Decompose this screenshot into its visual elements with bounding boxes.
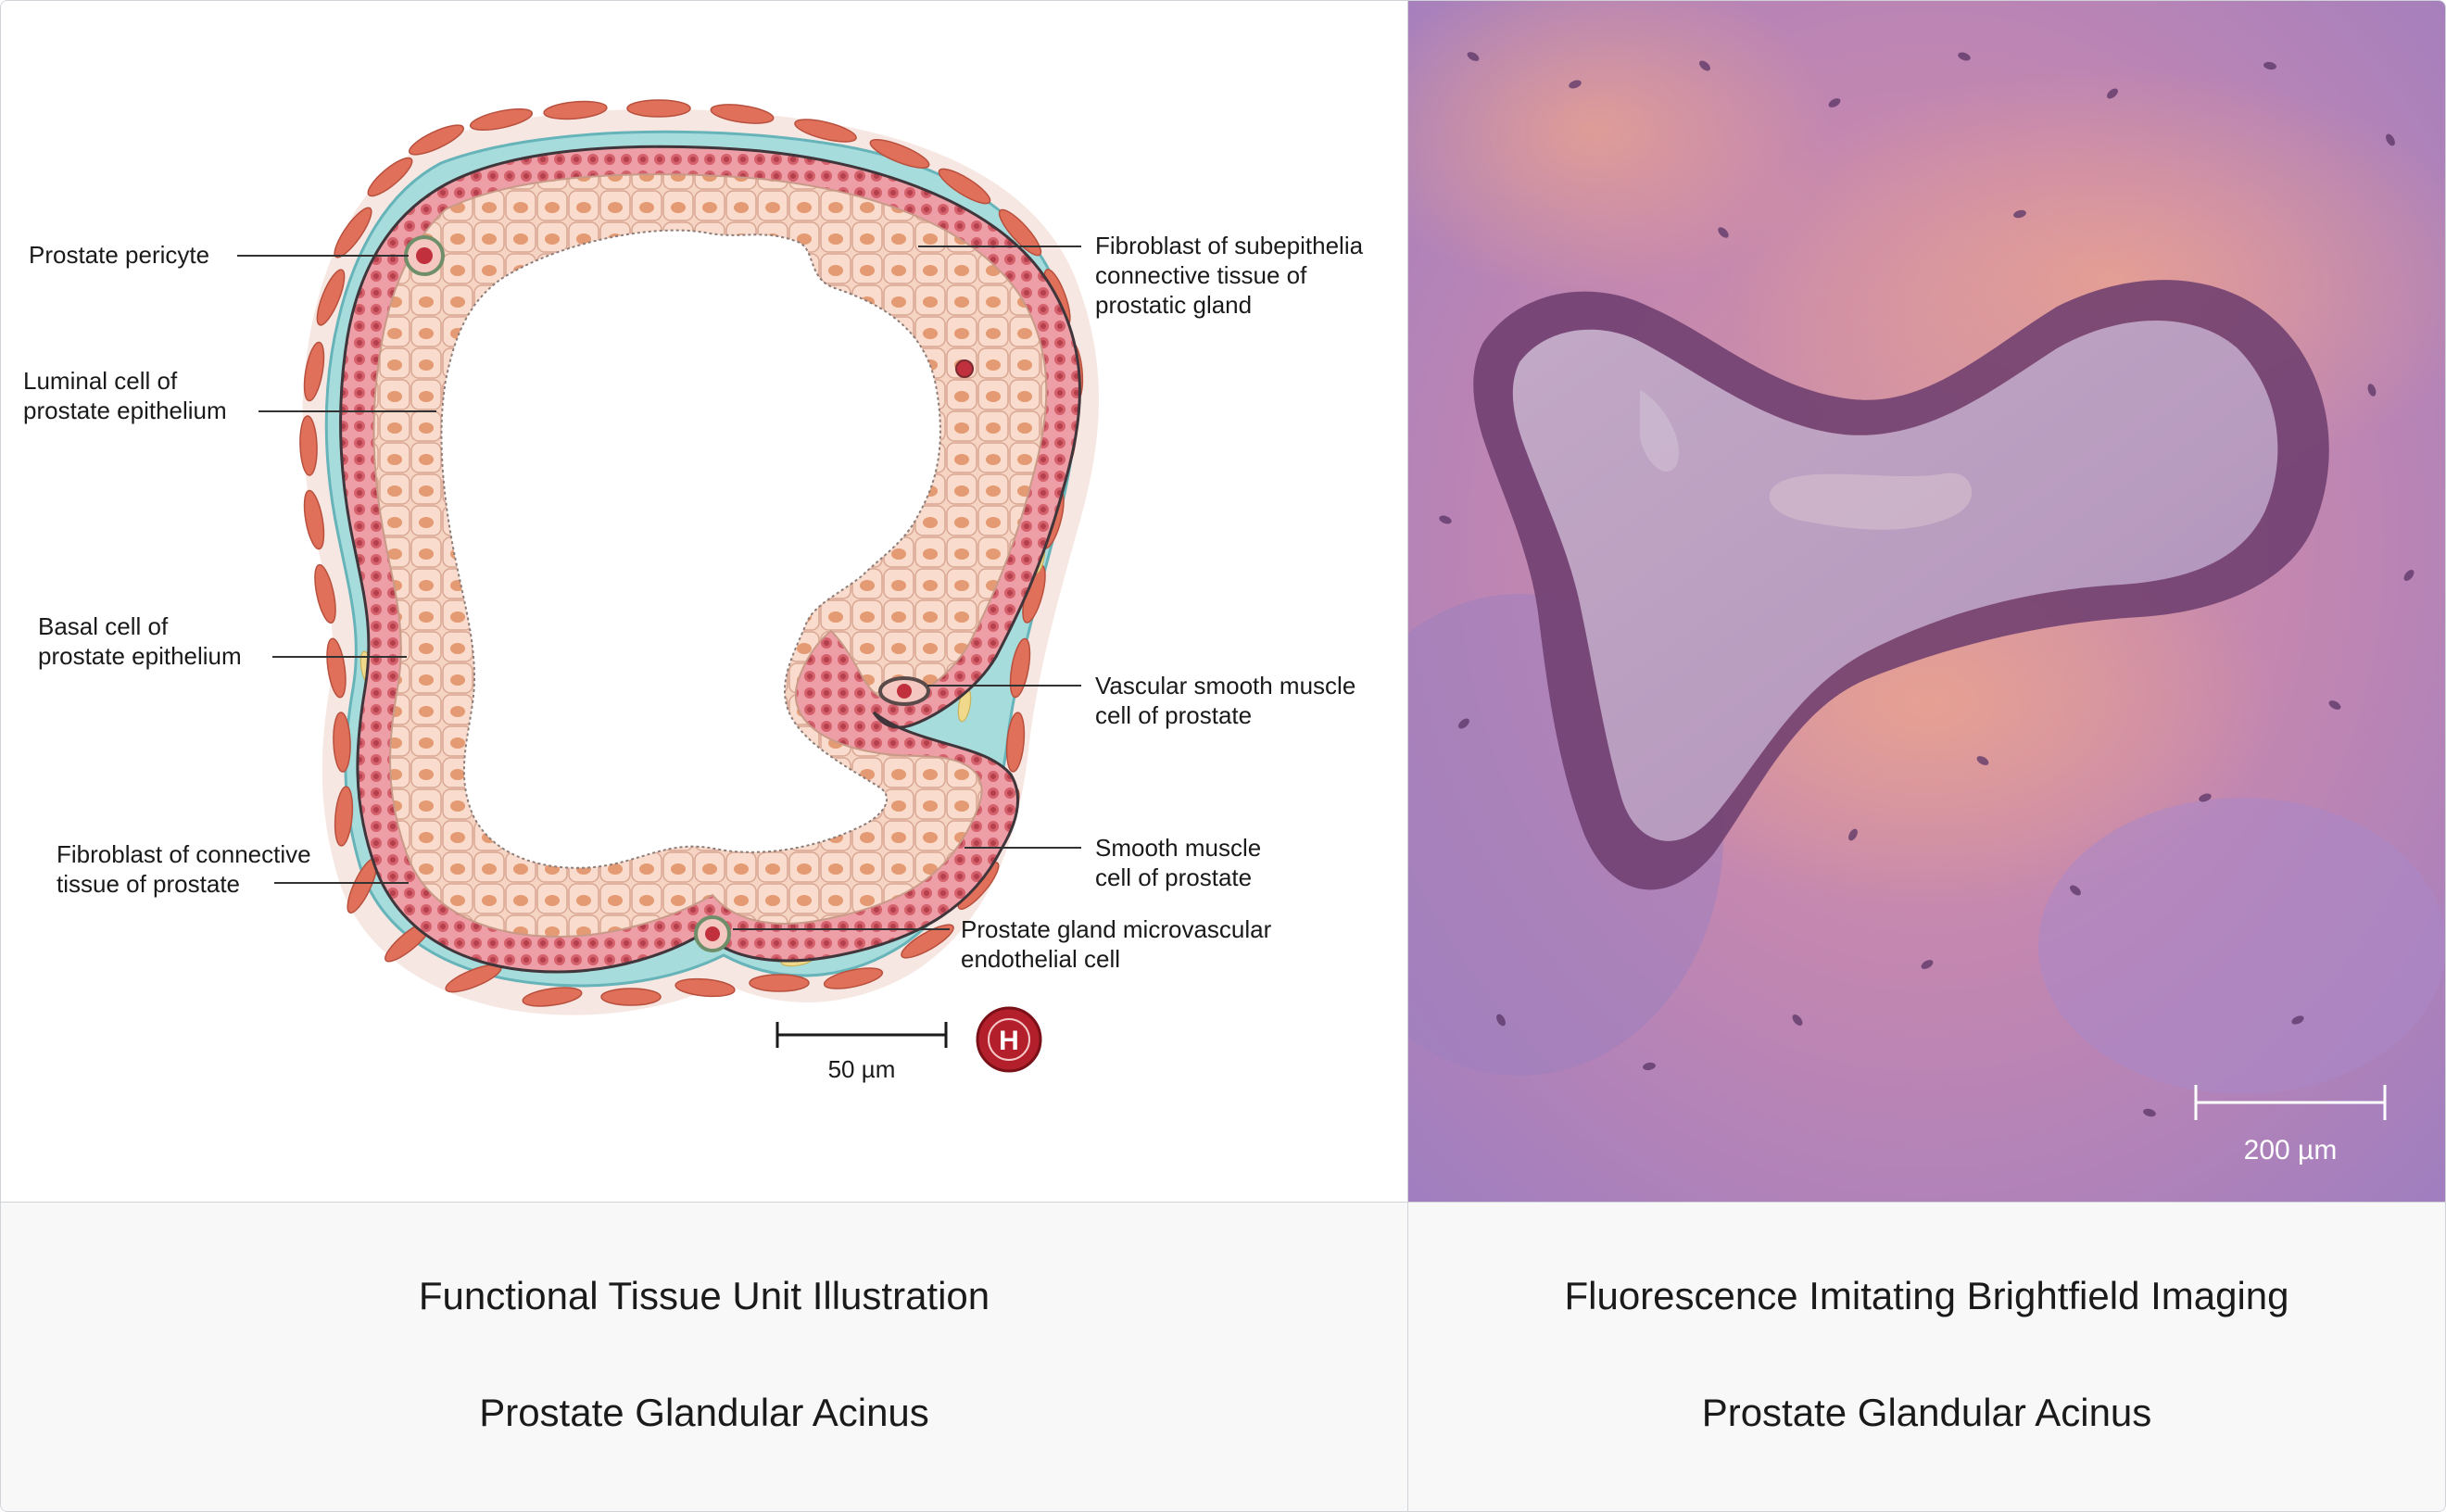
pericyte-vessel — [404, 235, 445, 276]
svg-text:Smooth muscle: Smooth muscle — [1095, 834, 1261, 862]
fibi-image-panel: 200 µm — [1408, 1, 2445, 1202]
svg-text:prostate epithelium: prostate epithelium — [38, 642, 242, 670]
svg-text:cell of prostate: cell of prostate — [1095, 863, 1252, 891]
svg-text:connective tissue of: connective tissue of — [1095, 261, 1307, 289]
label-pericyte: Prostate pericyte — [29, 241, 209, 269]
h-badge-letter: H — [999, 1026, 1019, 1056]
gland-lumen — [1512, 321, 2278, 841]
scale-bar-50um: 50 µm — [775, 1022, 948, 1083]
stromal-nuclei — [1439, 52, 2414, 1117]
caption-left-subtitle: Prostate Glandular Acinus — [479, 1391, 929, 1434]
h-badge: H — [976, 1006, 1042, 1073]
vascular-smooth-muscle-vessel — [878, 676, 930, 706]
label-basal: Basal cell of prostate epithelium — [38, 612, 242, 670]
caption-right-subtitle: Prostate Glandular Acinus — [1701, 1391, 2152, 1434]
svg-text:endothelial cell: endothelial cell — [961, 945, 1120, 973]
scale-bar-200um-label: 200 µm — [2244, 1135, 2338, 1166]
svg-text:Fibroblast of connective: Fibroblast of connective — [57, 840, 311, 868]
svg-text:Prostate gland microvascular: Prostate gland microvascular — [961, 915, 1272, 943]
caption-left: Functional Tissue Unit Illustration Pros… — [1, 1203, 1407, 1511]
capillary-vessel — [955, 359, 974, 378]
caption-right: Fluorescence Imitating Brightfield Imagi… — [1408, 1203, 2445, 1511]
vertical-divider — [1407, 1, 1408, 1511]
scale-bar-200um: 200 µm — [2194, 1085, 2387, 1166]
microvascular-vessel — [694, 915, 731, 952]
caption-left-title: Functional Tissue Unit Illustration — [418, 1274, 990, 1317]
label-fibroblast-subepithelia: Fibroblast of subepithelia connective ti… — [1095, 232, 1364, 319]
lumen — [440, 229, 941, 869]
svg-text:Prostate pericyte: Prostate pericyte — [29, 241, 209, 269]
svg-text:prostatic gland: prostatic gland — [1095, 291, 1252, 319]
fibi-micrograph: 200 µm — [1408, 1, 2445, 1202]
svg-text:tissue of prostate: tissue of prostate — [57, 870, 240, 898]
svg-text:cell of prostate: cell of prostate — [1095, 701, 1252, 729]
scale-bar-label: 50 µm — [828, 1055, 896, 1083]
svg-text:Basal cell of: Basal cell of — [38, 612, 169, 640]
svg-text:Fibroblast of subepithelia: Fibroblast of subepithelia — [1095, 232, 1364, 259]
label-smooth-muscle: Smooth muscle cell of prostate — [1095, 834, 1261, 891]
label-microvascular: Prostate gland microvascular endothelial… — [961, 915, 1272, 973]
label-luminal: Luminal cell of prostate epithelium — [23, 367, 227, 424]
label-fibroblast-connective: Fibroblast of connective tissue of prost… — [57, 840, 311, 898]
caption-right-title: Fluorescence Imitating Brightfield Imagi… — [1564, 1274, 2289, 1317]
svg-text:Luminal cell of: Luminal cell of — [23, 367, 178, 395]
svg-text:Vascular smooth muscle: Vascular smooth muscle — [1095, 672, 1355, 699]
horizontal-divider — [1, 1202, 2445, 1203]
leader-lines — [237, 246, 1081, 930]
svg-text:prostate epithelium: prostate epithelium — [23, 397, 227, 424]
label-vascular-smooth-muscle: Vascular smooth muscle cell of prostate — [1095, 672, 1355, 729]
ftu-illustration-panel: Prostate pericyte Luminal cell of prosta… — [1, 1, 1407, 1202]
acinus-illustration: Prostate pericyte Luminal cell of prosta… — [23, 99, 1364, 1083]
